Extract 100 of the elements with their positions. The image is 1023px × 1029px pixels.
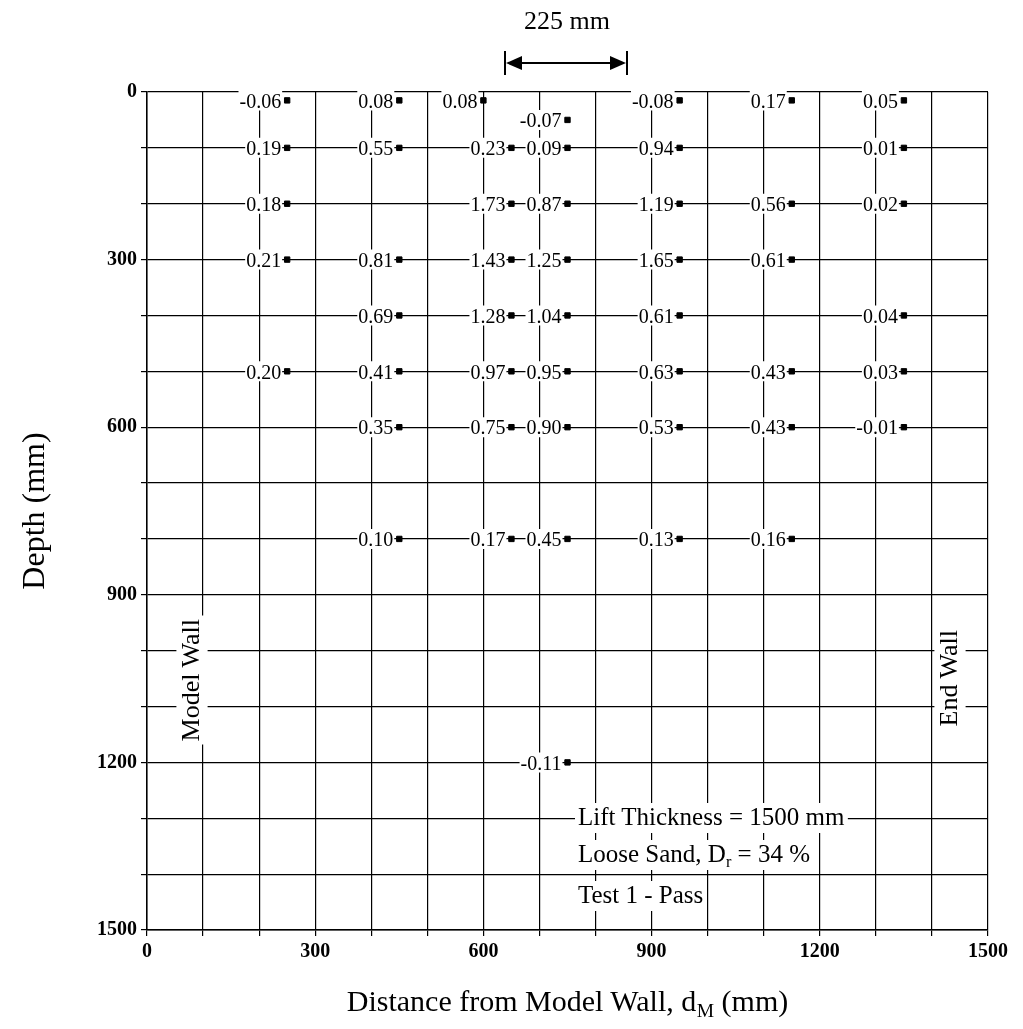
x-tick-label: 1500 (968, 939, 1008, 962)
point (564, 424, 571, 431)
annotation: 0.81 (358, 248, 394, 271)
y-tick-label: 0 (127, 79, 137, 102)
point (508, 368, 515, 375)
y-tick-label: 1200 (97, 749, 137, 772)
annotation: 0.16 (750, 528, 786, 551)
point (564, 312, 571, 319)
annotation: 1.19 (638, 192, 674, 215)
point (564, 759, 571, 766)
point (676, 368, 683, 375)
annotation: 0.75 (470, 416, 506, 439)
annotation: 0.21 (246, 248, 282, 271)
point (396, 256, 403, 263)
annotation: -0.11 (520, 751, 562, 774)
annotation: -0.01 (856, 416, 898, 439)
point (283, 256, 291, 263)
point (900, 200, 908, 207)
point (508, 144, 515, 152)
annotation: 0.04 (862, 304, 898, 327)
point (900, 97, 908, 104)
point (508, 424, 515, 431)
point (480, 97, 487, 104)
point (564, 256, 571, 263)
point (564, 535, 571, 543)
annotation: 1.65 (638, 248, 674, 271)
point (508, 312, 515, 319)
point (396, 424, 403, 431)
annotation: -0.08 (631, 89, 674, 112)
annotation: 0.55 (358, 137, 394, 160)
annotation: 0.08 (442, 89, 478, 112)
point (508, 256, 515, 263)
point (676, 97, 683, 104)
annotation: 0.61 (750, 248, 786, 271)
point (396, 535, 403, 543)
annotation: -0.07 (519, 109, 562, 132)
annotation: 0.17 (750, 89, 786, 112)
annotation: 0.08 (358, 89, 394, 112)
annotation: 1.25 (526, 248, 562, 271)
annotation: 0.63 (638, 360, 674, 383)
x-tick-label: 600 (468, 939, 499, 962)
point (564, 116, 571, 124)
annotation: 0.02 (862, 192, 898, 215)
point (676, 256, 683, 263)
annotation: 0.20 (246, 360, 282, 383)
annotation: End Wall (933, 630, 963, 727)
point (900, 368, 908, 375)
point (788, 424, 795, 431)
point (564, 368, 571, 375)
point (676, 200, 683, 207)
annotation: 0.13 (638, 528, 674, 551)
point (396, 97, 403, 104)
annotation: 0.43 (750, 416, 786, 439)
annotation: 0.97 (470, 360, 506, 383)
text: 225 mm (524, 5, 610, 35)
annotation: 0.35 (358, 416, 394, 439)
annotation: 0.10 (358, 528, 394, 551)
annotation: 0.41 (358, 360, 394, 383)
x-tick-label: 1200 (799, 939, 840, 962)
point (900, 424, 908, 431)
point (676, 144, 683, 152)
annotation: 0.90 (526, 416, 562, 439)
annotation: Test 1 - Pass (578, 880, 704, 908)
point (564, 144, 571, 152)
annotation: 0.56 (750, 192, 786, 215)
point (900, 144, 908, 152)
annotation: 0.17 (470, 528, 506, 551)
point (508, 200, 515, 207)
x-tick-label: 0 (142, 939, 152, 962)
annotation: 0.94 (638, 137, 674, 160)
annotation: -0.06 (239, 89, 282, 112)
annotation: 0.01 (862, 137, 898, 160)
point (900, 312, 908, 319)
point (283, 200, 291, 207)
x-tick-label: 900 (636, 939, 667, 962)
annotation: 0.61 (638, 304, 674, 327)
y-tick-label: 300 (107, 246, 137, 269)
point (283, 97, 291, 104)
annotation: 0.09 (526, 137, 562, 160)
point (396, 312, 403, 319)
point (283, 368, 291, 375)
annotation: Lift Thickness = 1500 mm (578, 802, 845, 830)
x-tick-label: 300 (300, 939, 331, 962)
annotation: 0.05 (862, 89, 898, 112)
point (788, 200, 795, 207)
annotation: 0.43 (750, 360, 786, 383)
y-tick-label: 900 (107, 581, 137, 604)
annotation: 0.53 (638, 416, 674, 439)
point (788, 97, 795, 104)
annotation: 0.87 (526, 192, 562, 215)
annotation: 0.45 (526, 528, 562, 551)
point (508, 535, 515, 543)
point (676, 312, 683, 319)
y-axis-title: Depth (mm) (15, 432, 52, 590)
point (676, 535, 683, 543)
point (788, 256, 795, 263)
point (676, 424, 683, 431)
annotation: 1.28 (470, 304, 506, 327)
point (396, 368, 403, 375)
annotation: 0.18 (246, 192, 282, 215)
